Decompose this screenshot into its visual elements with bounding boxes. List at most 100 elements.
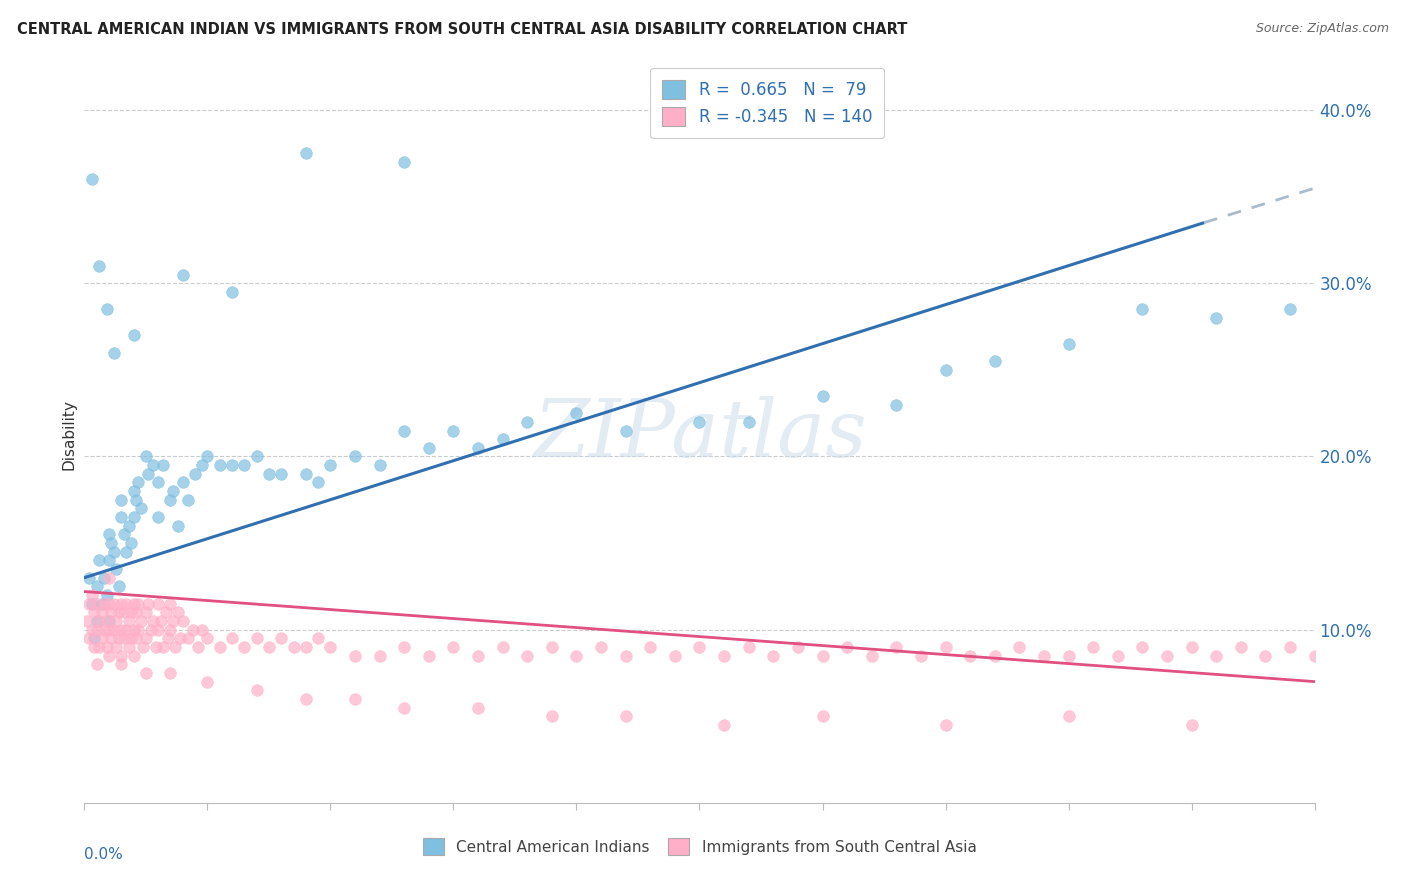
Point: [142, 614, 165, 628]
Point: [142, 458, 165, 472]
Point: [110, 648, 132, 663]
Point: [159, 623, 181, 637]
Point: [122, 648, 145, 663]
Point: [1107, 648, 1129, 663]
Point: [738, 415, 761, 429]
Point: [197, 674, 219, 689]
Text: 0.0%: 0.0%: [84, 847, 124, 862]
Point: [172, 475, 194, 490]
Point: [1156, 648, 1178, 663]
Point: [128, 597, 150, 611]
Point: [984, 648, 1007, 663]
Point: [344, 648, 367, 663]
Point: [87, 553, 111, 567]
Point: [186, 640, 209, 654]
Point: [233, 640, 256, 654]
Point: [935, 363, 957, 377]
Point: [159, 665, 181, 680]
Point: [98, 527, 120, 541]
Point: [112, 605, 135, 619]
Point: [98, 553, 120, 567]
Point: [565, 406, 588, 420]
Point: [129, 614, 152, 628]
Point: [344, 450, 367, 464]
Y-axis label: Disability: Disability: [60, 400, 76, 470]
Point: [162, 614, 184, 628]
Point: [103, 623, 125, 637]
Point: [689, 415, 711, 429]
Point: [100, 605, 122, 619]
Point: [1008, 640, 1031, 654]
Point: [246, 632, 269, 646]
Point: [122, 623, 145, 637]
Point: [1279, 302, 1302, 317]
Point: [115, 545, 138, 559]
Point: [90, 597, 112, 611]
Point: [295, 146, 318, 161]
Point: [197, 632, 219, 646]
Point: [103, 597, 125, 611]
Point: [295, 467, 318, 481]
Point: [394, 700, 416, 714]
Point: [169, 632, 191, 646]
Point: [110, 597, 132, 611]
Point: [1057, 648, 1080, 663]
Point: [128, 475, 150, 490]
Point: [93, 571, 115, 585]
Point: [516, 415, 538, 429]
Point: [910, 648, 932, 663]
Point: [128, 623, 150, 637]
Point: [155, 605, 177, 619]
Point: [86, 579, 108, 593]
Point: [492, 640, 515, 654]
Point: [87, 640, 111, 654]
Point: [80, 623, 103, 637]
Point: [139, 623, 162, 637]
Point: [157, 632, 180, 646]
Point: [118, 640, 141, 654]
Point: [713, 718, 735, 732]
Point: [148, 510, 170, 524]
Point: [233, 458, 256, 472]
Point: [177, 492, 200, 507]
Point: [319, 458, 342, 472]
Point: [591, 640, 613, 654]
Point: [860, 648, 883, 663]
Point: [886, 398, 908, 412]
Point: [129, 501, 152, 516]
Point: [86, 657, 108, 672]
Point: [762, 648, 785, 663]
Point: [172, 268, 194, 282]
Point: [86, 597, 108, 611]
Point: [125, 605, 148, 619]
Point: [152, 640, 174, 654]
Point: [270, 632, 292, 646]
Point: [1279, 640, 1302, 654]
Point: [120, 605, 142, 619]
Point: [614, 709, 637, 723]
Point: [467, 700, 489, 714]
Point: [115, 623, 138, 637]
Point: [172, 614, 194, 628]
Point: [93, 623, 115, 637]
Point: [122, 597, 145, 611]
Point: [394, 155, 416, 169]
Point: [80, 588, 103, 602]
Point: [120, 632, 142, 646]
Point: [96, 614, 118, 628]
Point: [96, 640, 118, 654]
Point: [115, 597, 138, 611]
Point: [1205, 648, 1227, 663]
Point: [295, 692, 318, 706]
Point: [149, 614, 172, 628]
Point: [191, 623, 214, 637]
Point: [184, 467, 207, 481]
Point: [418, 648, 440, 663]
Point: [162, 484, 184, 499]
Point: [105, 562, 128, 576]
Point: [83, 632, 105, 646]
Point: [516, 648, 538, 663]
Point: [80, 597, 103, 611]
Point: [811, 648, 834, 663]
Point: [283, 640, 305, 654]
